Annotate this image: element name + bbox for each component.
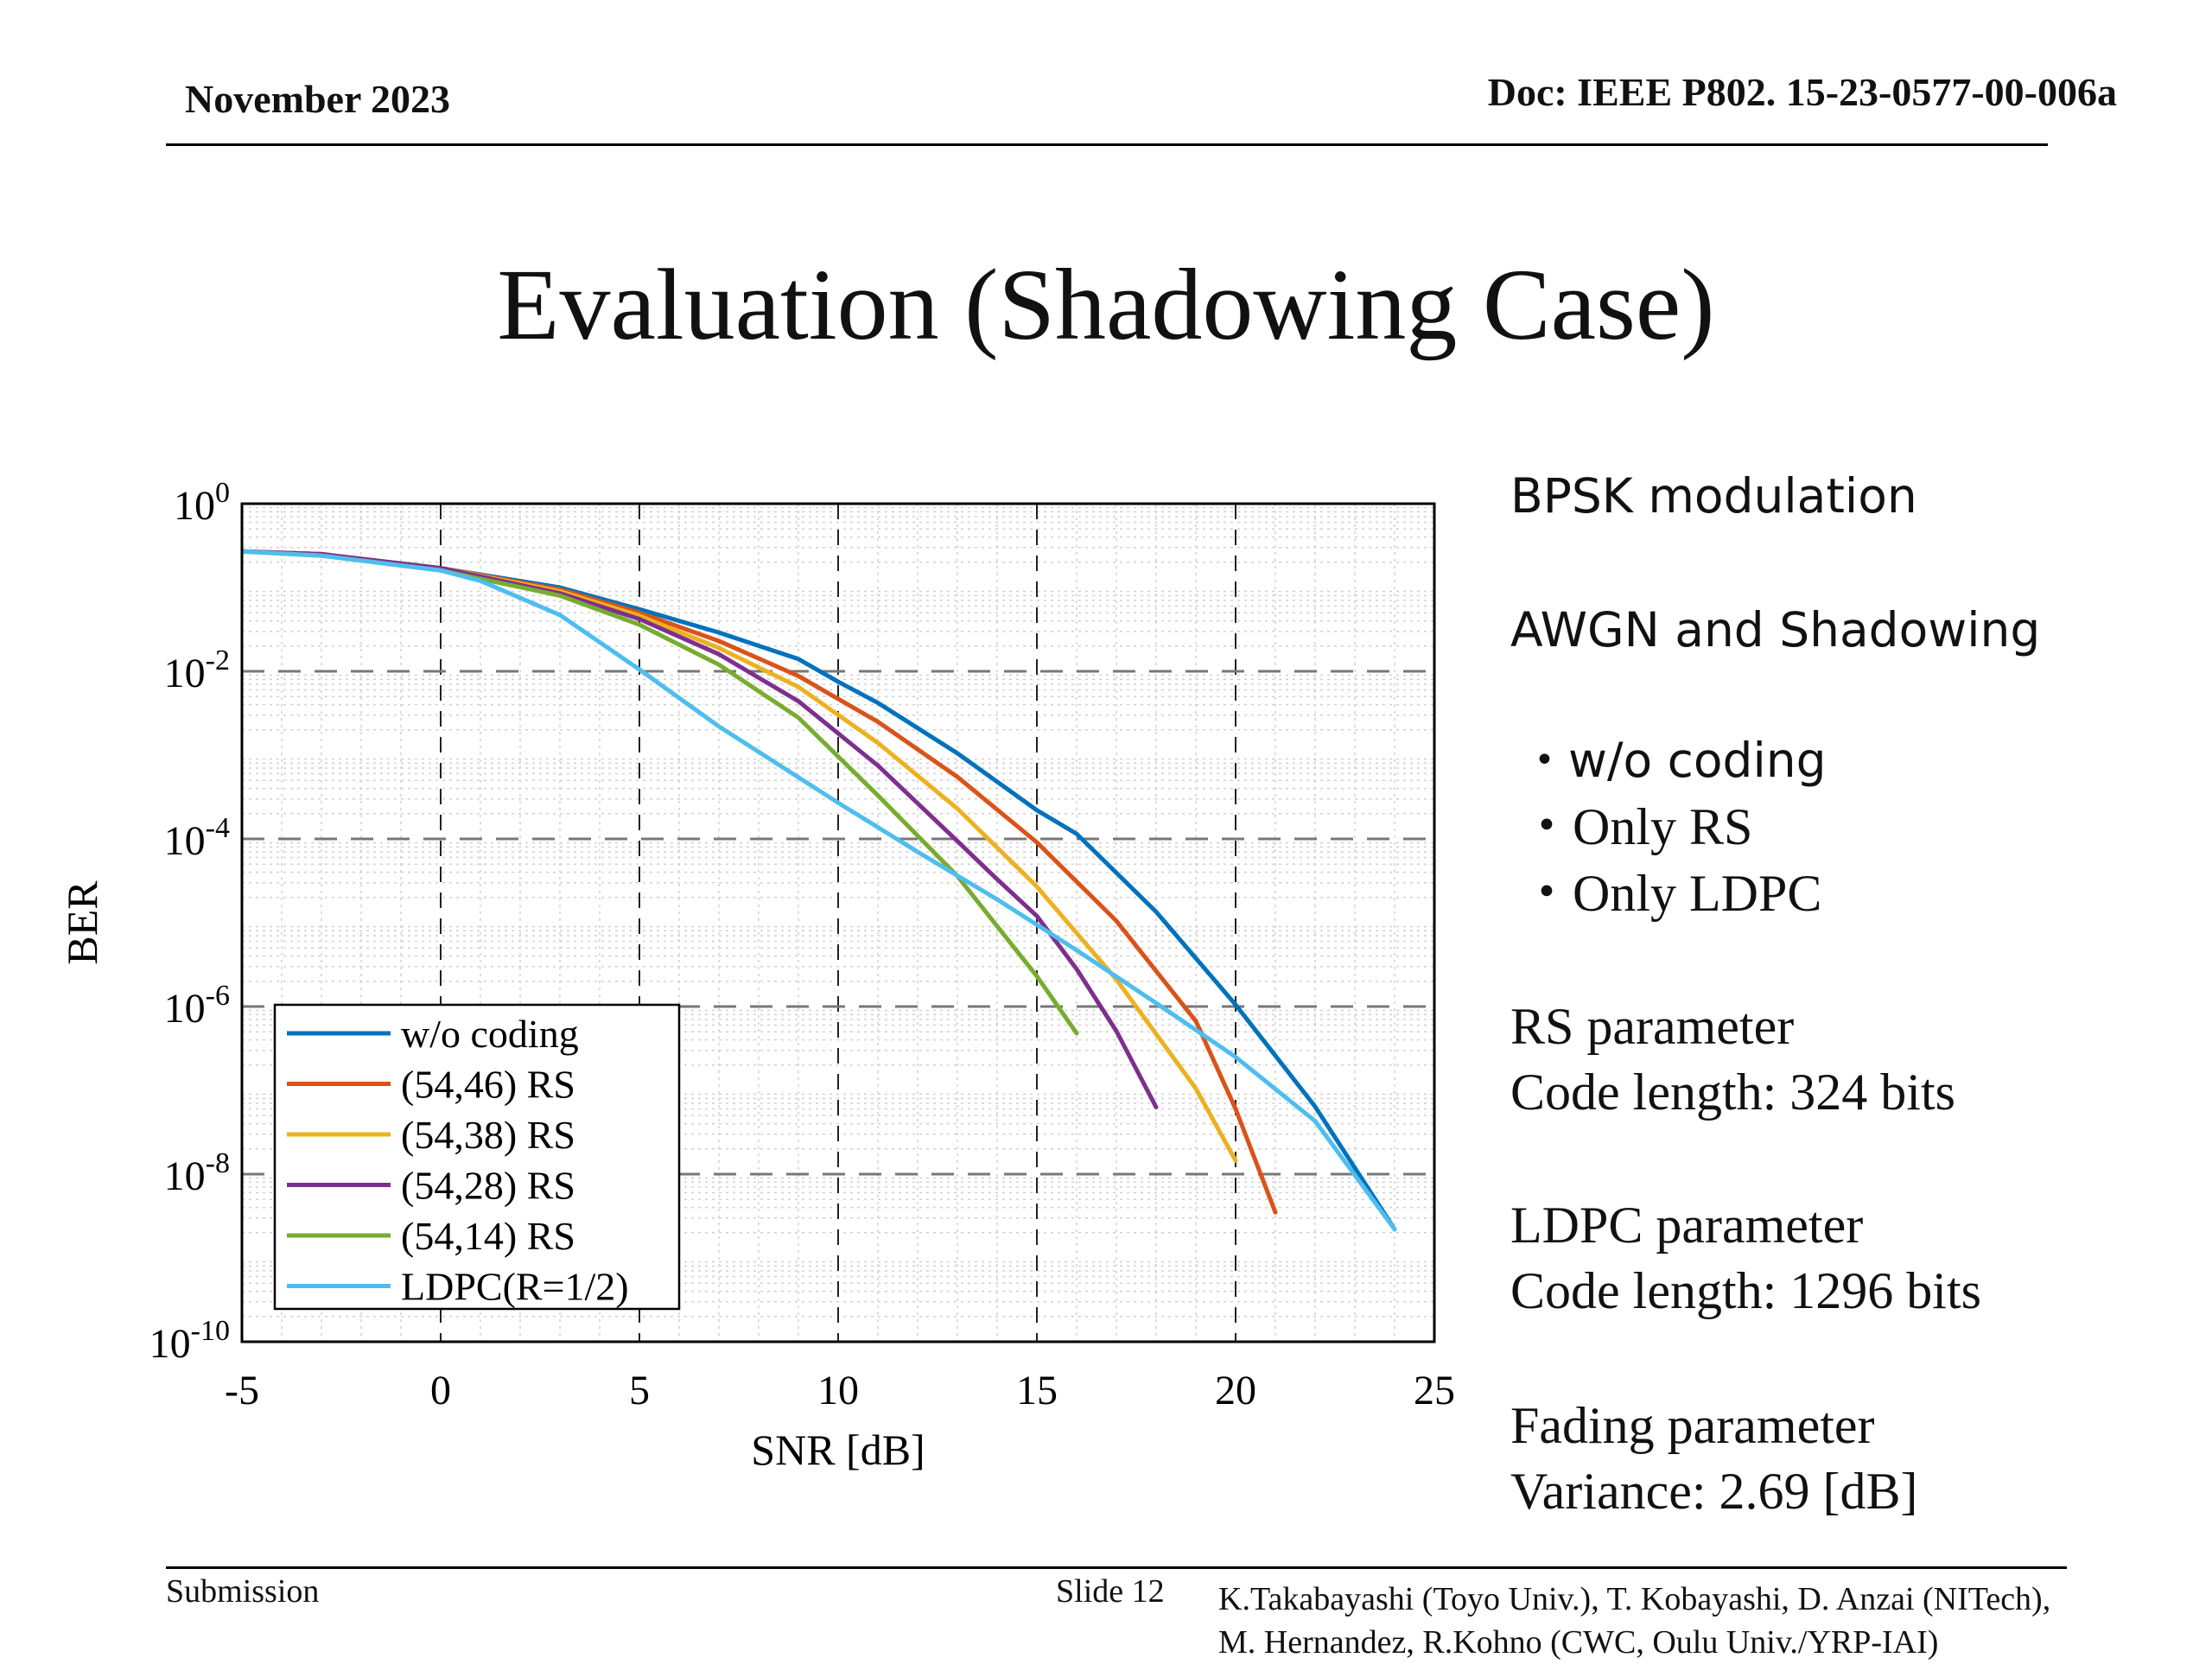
legend-label: (54,28) RS (401, 1164, 575, 1208)
rs-parameter-title: RS parameter (1510, 998, 1795, 1055)
fading-parameter-title: Fading parameter (1510, 1397, 1875, 1454)
y-tick-label: 10-8 (164, 1147, 230, 1199)
legend: w/o coding (54,46) RS (54,38) RS (54,28) RS… (273, 1003, 681, 1311)
ldpc-parameter-block: LDPC parameter Code length: 1296 bits (1510, 1192, 1981, 1324)
x-tick-labels: -5 0 5 10 15 20 25 (225, 1368, 1455, 1413)
case-item: ・Only LDPC (1521, 865, 1822, 922)
legend-label: (54,14) RS (401, 1214, 575, 1258)
footer-authors-line: K.Takabayashi (Toyo Univ.), T. Kobayashi… (1218, 1581, 2051, 1617)
fading-parameter-block: Fading parameter Variance: 2.69 [dB] (1510, 1393, 1918, 1524)
legend-label: LDPC(R=1/2) (401, 1265, 629, 1309)
x-axis-label: SNR [dB] (751, 1426, 925, 1474)
y-tick-label: 10-6 (164, 980, 230, 1032)
case-item: ・w/o coding (1521, 733, 1827, 788)
rs-parameter-value: Code length: 324 bits (1510, 1064, 1955, 1121)
channel-text: AWGN and Shadowing (1510, 602, 2041, 657)
footer-submission: Submission (166, 1573, 320, 1610)
series-line (242, 549, 1397, 1232)
footer-authors: K.Takabayashi (Toyo Univ.), T. Kobayashi… (1218, 1578, 2203, 1664)
x-tick-label: 5 (629, 1368, 650, 1413)
header-date: November 2023 (185, 77, 451, 121)
y-tick-label: 10-10 (149, 1315, 230, 1367)
ldpc-parameter-title: LDPC parameter (1510, 1197, 1864, 1254)
legend-box (273, 1003, 681, 1311)
legend-label: w/o coding (401, 1012, 579, 1056)
case-item: ・Only RS (1521, 798, 1753, 855)
case-list: ・w/o coding ・Only RS ・Only LDPC (1521, 727, 1827, 927)
legend-label: (54,46) RS (401, 1063, 575, 1107)
x-tick-label: 25 (1414, 1368, 1455, 1413)
header-doc-id: Doc: IEEE P802. 15-23-0577-00-006a (1487, 70, 2117, 114)
y-tick-label: 10-4 (164, 812, 230, 864)
y-tick-label: 100 (174, 477, 230, 529)
footer-slide-number: Slide 12 (1056, 1573, 1165, 1610)
y-axis-label: BER (58, 880, 106, 965)
fading-parameter-value: Variance: 2.69 [dB] (1510, 1463, 1918, 1520)
header-rule (166, 143, 2048, 146)
rs-parameter-block: RS parameter Code length: 324 bits (1510, 994, 1955, 1125)
x-tick-label: 0 (430, 1368, 451, 1413)
footer-authors-line: M. Hernandez, R.Kohno (CWC, Oulu Univ./Y… (1218, 1624, 1939, 1661)
footer-rule (166, 1566, 2067, 1569)
y-tick-labels: 100 10-2 10-4 10-6 10-8 10-10 (149, 477, 230, 1367)
x-tick-label: 15 (1016, 1368, 1058, 1413)
modulation-text: BPSK modulation (1510, 468, 1917, 524)
x-tick-label: 10 (817, 1368, 859, 1413)
slide-title: Evaluation (Shadowing Case) (497, 248, 1715, 361)
series-line (242, 549, 1159, 1109)
plot-frame (240, 502, 1436, 1343)
ldpc-parameter-value: Code length: 1296 bits (1510, 1262, 1981, 1319)
legend-label: (54,38) RS (401, 1113, 575, 1157)
series-layer (242, 549, 1397, 1232)
x-tick-label: 20 (1215, 1368, 1256, 1413)
y-tick-label: 10-2 (164, 645, 230, 696)
x-tick-label: -5 (225, 1368, 259, 1413)
